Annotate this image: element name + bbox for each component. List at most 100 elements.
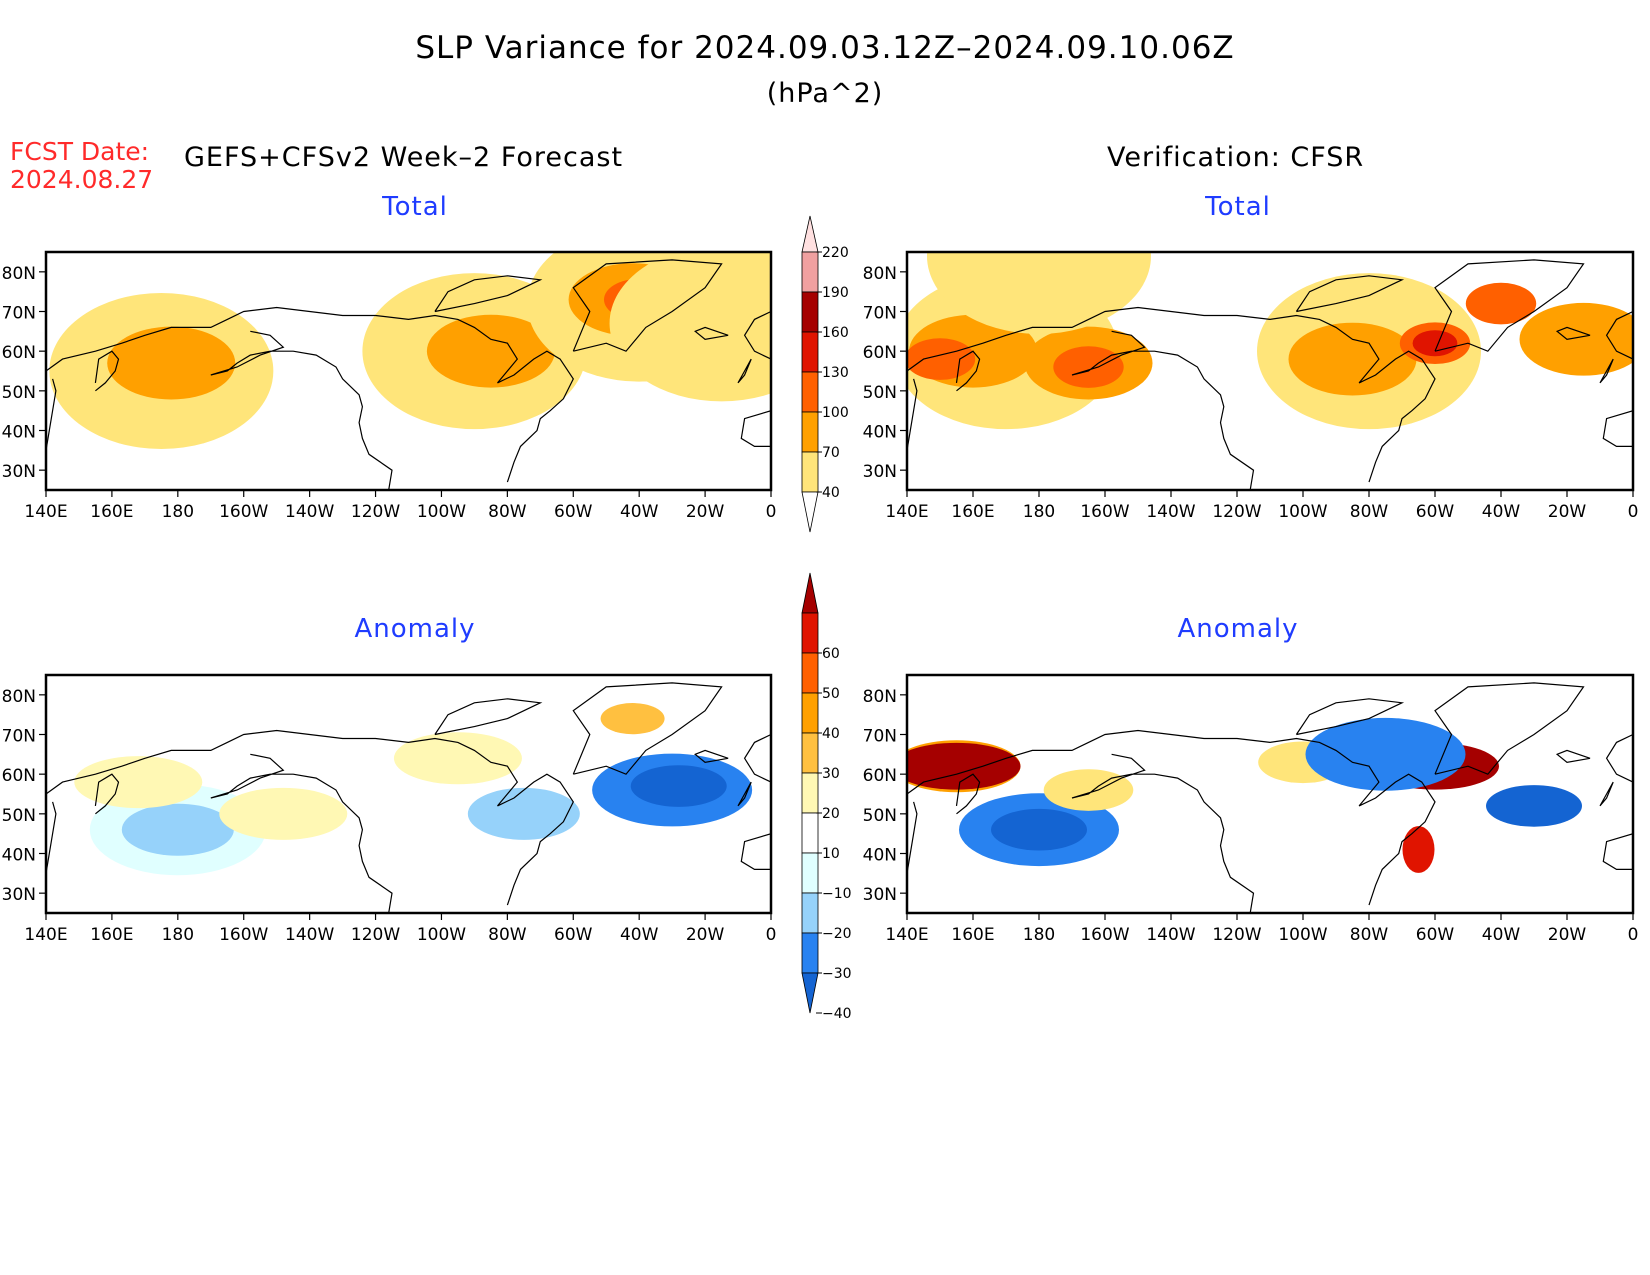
coastline [1071, 753, 1255, 913]
colorbar-segment [801, 411, 819, 453]
coastlines [907, 259, 1633, 490]
fcst-date-label: FCST Date: [10, 137, 150, 166]
colorbar-segment [801, 852, 819, 894]
y-tick-label: 30N [2, 462, 36, 482]
x-tick-label: 120W [1212, 925, 1261, 945]
colorbar-label: 190 [822, 285, 849, 301]
map-panel-forecast-anomaly: 80N 70N 60N 50N 40N 30N 140E 160E 180 160W 140W 120… [2, 673, 777, 945]
x-tick-label: 140W [1146, 925, 1195, 945]
coastline [434, 698, 543, 736]
main-title: SLP Variance for 2024.09.03.12Z–2024.09.… [415, 30, 1235, 66]
contour-fill--30 [1305, 717, 1466, 791]
colorbar-segment [801, 692, 819, 734]
forecast-heading: GEFS+CFSv2 Week–2 Forecast [184, 142, 624, 173]
coastline [907, 801, 918, 874]
x-tick-label: 100W [417, 925, 466, 945]
x-tick-label: 20W [686, 502, 725, 522]
contour-fill--40 [1486, 785, 1582, 827]
contour-fill-40 [1043, 769, 1134, 811]
coastline [1599, 781, 1614, 807]
x-tick-label: 180 [162, 925, 194, 945]
fcst-date-value: 2024.08.27 [10, 165, 154, 194]
shading-layer [907, 252, 1633, 430]
colorbar-segment [801, 371, 819, 413]
y-tick-label: 50N [863, 806, 897, 826]
coastline [210, 330, 393, 490]
colorbar-label: 130 [822, 365, 849, 381]
coastlines [907, 682, 1633, 913]
forecast-date-block: FCST Date: 2024.08.27 [10, 138, 153, 194]
x-tick-label: 40W [620, 925, 659, 945]
contour-fill-100 [907, 338, 976, 380]
coastline [1602, 410, 1633, 447]
colorbar-segment [801, 652, 819, 694]
x-tick-label: 140W [1146, 502, 1195, 522]
coastline [743, 733, 771, 783]
contour-fill-70 [1519, 302, 1633, 376]
x-tick-label: 40W [620, 502, 659, 522]
y-tick-label: 70N [2, 727, 36, 747]
x-tick-label: 140E [885, 502, 928, 522]
coastline [94, 773, 120, 815]
x-tick-label: 0 [766, 502, 777, 522]
coastline [955, 773, 981, 815]
x-tick-label: 20W [686, 925, 725, 945]
coastlines [46, 259, 771, 490]
x-tick-label: 60W [1416, 925, 1455, 945]
shading-layer [74, 703, 753, 876]
colorbar-label: 40 [822, 726, 840, 742]
map-panel-forecast-total: 80N 70N 60N 50N 40N 30N 140E 160E 180 160W 140W 120… [2, 250, 777, 522]
x-tick-label: 40W [1482, 925, 1521, 945]
colorbar-segment [801, 291, 819, 333]
y-tick-label: 70N [863, 727, 897, 747]
y-tick-label: 80N [2, 264, 36, 284]
coastline [694, 749, 729, 763]
x-tick-label: 120W [351, 502, 400, 522]
map-frame [905, 673, 1635, 915]
map-panel-verification-total: 80N 70N 60N 50N 40N 30N 140E 160E 180 160W 140W 120… [863, 250, 1638, 522]
x-tick-label: 0 [766, 925, 777, 945]
x-tick-label: 100W [1278, 925, 1327, 945]
colorbar-segment [801, 451, 819, 493]
colorbar-label: 10 [822, 846, 840, 862]
x-tick-label: 160W [1080, 925, 1129, 945]
x-tick-label: 160E [951, 502, 994, 522]
x-tick-label: 80W [488, 925, 527, 945]
colorbar-bottom-arrow [801, 491, 819, 533]
colorbar-segment [801, 892, 819, 934]
contour-fill-60 [907, 742, 1021, 790]
map-frame [905, 250, 1635, 492]
x-tick-label: 140E [885, 925, 928, 945]
contour-fill-100 [1465, 282, 1537, 325]
colorbar-label: 70 [822, 445, 840, 461]
y-tick-label: 60N [863, 766, 897, 786]
x-tick-label: 160W [1080, 502, 1129, 522]
y-tick-label: 70N [2, 304, 36, 324]
coastline [210, 753, 393, 913]
units-subtitle: (hPa^2) [766, 78, 884, 109]
colorbar-segment [801, 251, 819, 293]
coastline [1605, 310, 1633, 360]
coastline [1434, 682, 1585, 775]
coastline [46, 306, 574, 483]
colorbar-label: 60 [822, 646, 840, 662]
contour-fill-10 [219, 787, 348, 840]
colorbar-top-arrow [801, 215, 819, 253]
map-frame [44, 250, 773, 492]
colorbar-label: 100 [822, 405, 849, 421]
x-tick-label: 120W [351, 925, 400, 945]
contour-fill-100 [1053, 346, 1124, 388]
y-tick-label: 80N [2, 687, 36, 707]
colorbar-segment [801, 932, 819, 974]
x-tick-label: 0 [1628, 925, 1639, 945]
y-tick-label: 40N [863, 423, 897, 443]
colorbar-label: 220 [822, 245, 849, 261]
y-tick-label: 60N [2, 766, 36, 786]
coastline [46, 801, 57, 874]
coastline [737, 781, 752, 807]
y-tick-label: 60N [863, 343, 897, 363]
panel-title-verification-anomaly: Anomaly [1177, 614, 1299, 644]
y-tick-label: 40N [863, 846, 897, 866]
map-panel-verification-anomaly: 80N 70N 60N 50N 40N 30N 140E 160E 180 160W 140W 120… [863, 673, 1639, 945]
